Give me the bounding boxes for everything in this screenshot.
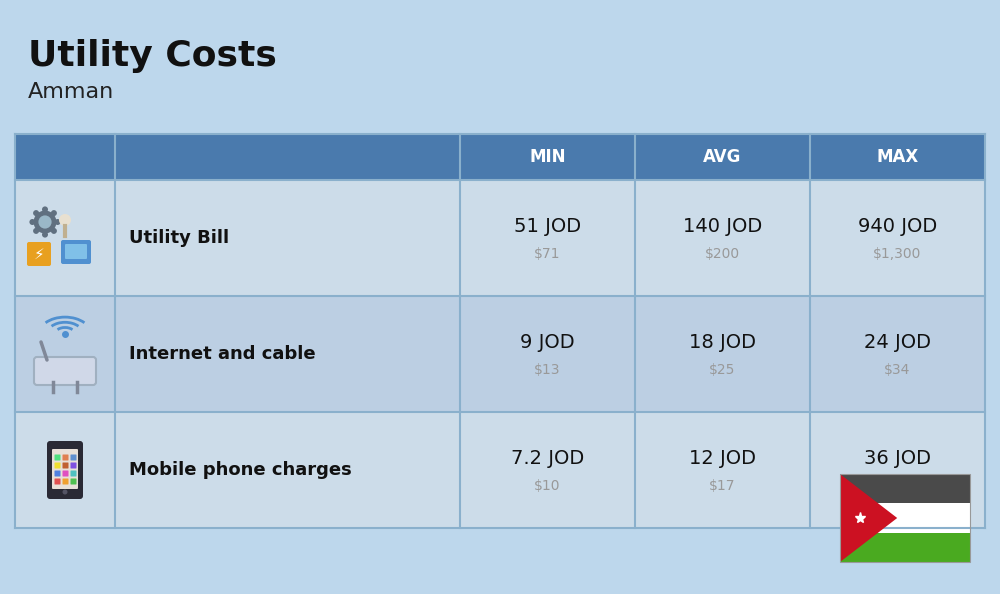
Text: 51 JOD: 51 JOD [514,216,581,235]
Circle shape [33,210,39,216]
Text: $34: $34 [884,363,911,377]
FancyBboxPatch shape [47,441,83,499]
Text: $25: $25 [709,363,736,377]
Text: $13: $13 [534,363,561,377]
Text: Amman: Amman [28,82,114,102]
Bar [840,474,970,562]
FancyBboxPatch shape [62,470,68,476]
Text: 12 JOD: 12 JOD [689,448,756,467]
Text: $17: $17 [709,479,736,493]
Text: 140 JOD: 140 JOD [683,216,762,235]
Text: Internet and cable: Internet and cable [129,345,316,363]
FancyBboxPatch shape [54,479,60,485]
Text: MAX: MAX [876,148,919,166]
FancyBboxPatch shape [27,242,51,266]
Bar [840,533,970,562]
Circle shape [29,219,35,225]
Text: Mobile phone charges: Mobile phone charges [129,461,352,479]
Text: $51: $51 [884,479,911,493]
Text: Utility Bill: Utility Bill [129,229,229,247]
Text: 24 JOD: 24 JOD [864,333,931,352]
Text: AVG: AVG [703,148,742,166]
Circle shape [38,216,52,229]
Text: 36 JOD: 36 JOD [864,448,931,467]
Circle shape [34,211,56,233]
Text: 18 JOD: 18 JOD [689,333,756,352]
FancyBboxPatch shape [34,357,96,385]
FancyBboxPatch shape [61,240,91,264]
Circle shape [42,232,48,238]
Bar [840,474,970,503]
Text: Utility Costs: Utility Costs [28,39,277,73]
FancyBboxPatch shape [70,479,76,485]
Circle shape [51,228,57,234]
Text: $200: $200 [705,247,740,261]
Text: 9 JOD: 9 JOD [520,333,575,352]
FancyBboxPatch shape [62,454,68,460]
FancyBboxPatch shape [54,470,60,476]
Text: $1,300: $1,300 [873,247,922,261]
Text: MIN: MIN [529,148,566,166]
Circle shape [59,214,71,226]
Text: ⚡: ⚡ [34,247,44,261]
FancyBboxPatch shape [54,454,60,460]
Text: $10: $10 [534,479,561,493]
Circle shape [42,206,48,213]
Bar [15,412,985,528]
FancyBboxPatch shape [70,463,76,469]
FancyBboxPatch shape [65,244,87,259]
Bar [840,503,970,533]
Bar [15,134,985,180]
Bar [15,296,985,412]
Circle shape [62,489,68,494]
FancyBboxPatch shape [54,463,60,469]
FancyBboxPatch shape [62,463,68,469]
Circle shape [55,219,61,225]
FancyBboxPatch shape [70,470,76,476]
Text: 7.2 JOD: 7.2 JOD [511,448,584,467]
Text: 940 JOD: 940 JOD [858,216,937,235]
Polygon shape [840,474,897,562]
Circle shape [51,210,57,216]
FancyBboxPatch shape [52,449,78,489]
FancyBboxPatch shape [62,479,68,485]
Bar [15,180,985,296]
Circle shape [33,228,39,234]
FancyBboxPatch shape [70,454,76,460]
Bar [15,134,460,180]
Text: $71: $71 [534,247,561,261]
